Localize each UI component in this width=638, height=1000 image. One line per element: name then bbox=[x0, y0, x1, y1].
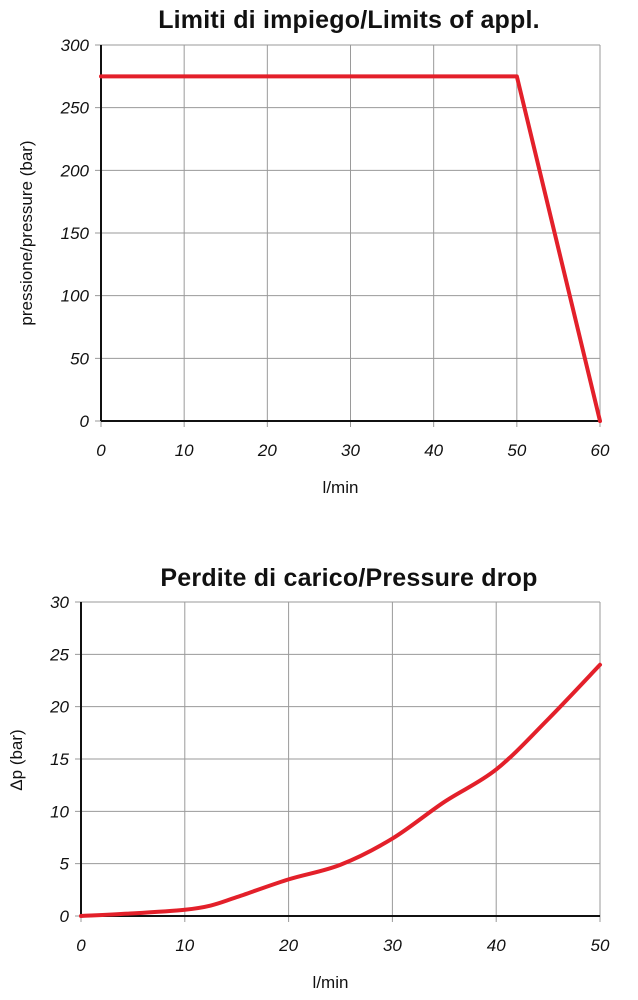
y-tick-label: 250 bbox=[60, 99, 90, 118]
y-tick-label: 20 bbox=[49, 698, 69, 717]
y-tick-label: 50 bbox=[70, 349, 89, 368]
y-axis-label: Δp (bar) bbox=[7, 729, 26, 790]
x-tick-label: 50 bbox=[507, 441, 526, 460]
y-tick-label: 10 bbox=[50, 802, 69, 821]
data-series-line bbox=[99, 74, 602, 423]
y-tick-label: 200 bbox=[60, 161, 90, 180]
x-tick-label: 30 bbox=[341, 441, 360, 460]
x-axis-label: l/min bbox=[313, 973, 349, 992]
x-tick-label: 60 bbox=[591, 441, 610, 460]
x-tick-label: 20 bbox=[257, 441, 277, 460]
y-tick-label: 30 bbox=[50, 593, 69, 612]
y-tick-label: 150 bbox=[61, 224, 90, 243]
x-tick-label: 30 bbox=[383, 936, 402, 955]
y-tick-label: 25 bbox=[49, 645, 69, 664]
x-tick-label: 0 bbox=[96, 441, 106, 460]
y-axis-label: pressione/pressure (bar) bbox=[17, 140, 36, 325]
x-axis-label: l/min bbox=[323, 478, 359, 497]
x-tick-label: 20 bbox=[278, 936, 298, 955]
chart-title: Limiti di impiego/Limits of appl. bbox=[158, 6, 540, 34]
y-tick-label: 15 bbox=[50, 750, 69, 769]
chart-title: Perdite di carico/Pressure drop bbox=[160, 564, 538, 592]
y-tick-label: 100 bbox=[61, 287, 90, 306]
x-tick-label: 40 bbox=[424, 441, 443, 460]
y-tick-label: 0 bbox=[60, 907, 70, 926]
x-tick-label: 10 bbox=[175, 936, 194, 955]
x-tick-label: 10 bbox=[175, 441, 194, 460]
y-tick-label: 0 bbox=[80, 412, 90, 431]
x-tick-label: 0 bbox=[76, 936, 86, 955]
chart-limits-of-application: Limiti di impiego/Limits of appl. 0 50 100… bbox=[17, 6, 610, 497]
plot-area: 0 50 100 150 200 250 300 0 10 20 30 40 50 60 l/min pres… bbox=[17, 36, 610, 497]
x-tick-label: 40 bbox=[487, 936, 506, 955]
y-tick-label: 5 bbox=[60, 855, 70, 874]
y-tick-label: 300 bbox=[61, 36, 90, 55]
x-tick-label: 50 bbox=[591, 936, 610, 955]
data-series-line bbox=[79, 662, 602, 918]
